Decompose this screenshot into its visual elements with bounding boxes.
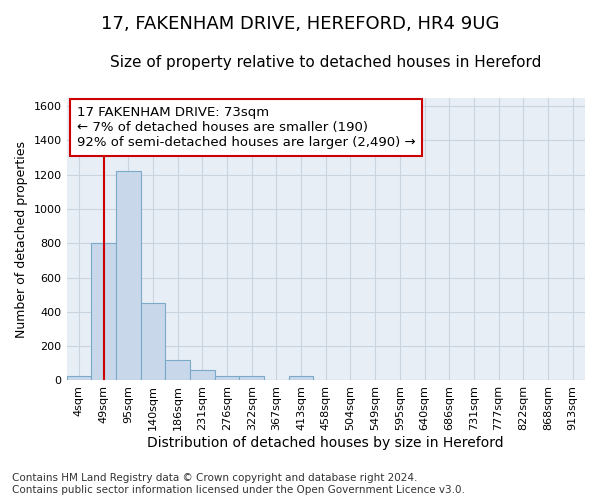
Bar (239, 376, 264, 380)
Text: Contains HM Land Registry data © Crown copyright and database right 2024.
Contai: Contains HM Land Registry data © Crown c… (12, 474, 465, 495)
Bar (289, 376, 313, 380)
Bar (91, 244, 116, 380)
Text: 17 FAKENHAM DRIVE: 73sqm
← 7% of detached houses are smaller (190)
92% of semi-d: 17 FAKENHAM DRIVE: 73sqm ← 7% of detache… (77, 106, 416, 149)
Bar (116, 172, 140, 380)
Text: 17, FAKENHAM DRIVE, HEREFORD, HR4 9UG: 17, FAKENHAM DRIVE, HEREFORD, HR4 9UG (101, 15, 499, 33)
Bar (190, 370, 215, 380)
X-axis label: Distribution of detached houses by size in Hereford: Distribution of detached houses by size … (148, 436, 504, 450)
Y-axis label: Number of detached properties: Number of detached properties (15, 140, 28, 338)
Bar (67, 376, 91, 380)
Title: Size of property relative to detached houses in Hereford: Size of property relative to detached ho… (110, 55, 541, 70)
Bar (165, 360, 190, 380)
Bar (140, 304, 165, 380)
Bar (215, 376, 239, 380)
